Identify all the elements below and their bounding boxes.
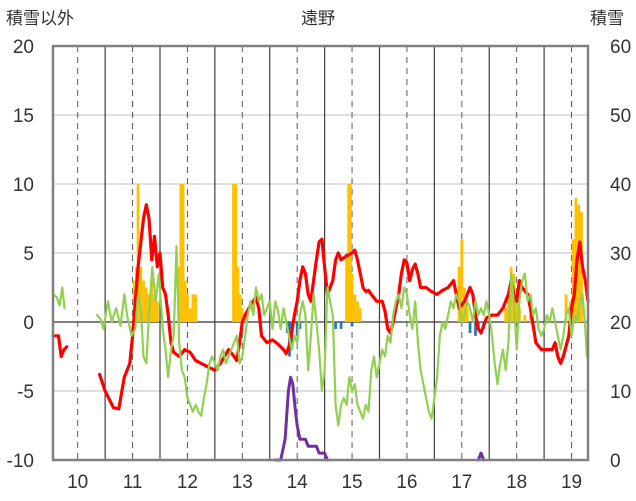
precip-bar [238,294,242,322]
precip-bar [358,308,362,322]
sunshine-bar [339,322,343,329]
x-tick-label: 10 [67,472,88,493]
precip-bar [150,280,154,322]
precip-bar [188,308,192,322]
precip-bar [577,204,581,322]
right-tick-label: 10 [610,382,631,403]
precip-bar [240,308,244,322]
snow_depth-line [476,451,486,462]
precip-bar [142,280,145,322]
right-tick-label: 40 [610,175,631,196]
x-tick-label: 13 [232,472,253,493]
sunshine-bar [350,322,354,327]
left-tick-label: 5 [23,244,34,265]
sunshine-bar [474,322,477,336]
x-tick-label: 18 [506,472,527,493]
precip-bar [507,294,510,322]
precip-bar [155,301,159,322]
precip-bar [564,294,568,322]
x-tick-label: 16 [396,472,417,493]
precip-bar [571,239,575,322]
precip-bar [463,287,466,322]
precip-bar [465,308,469,322]
x-tick-label: 17 [451,472,472,493]
precip-bar [350,273,354,322]
precip-bar [194,294,198,322]
right-axis-label: 積雪 [590,9,624,29]
left-tick-label: 0 [23,313,34,334]
precip-bar [177,266,181,322]
temp_daily-line [51,286,66,310]
precip-bar [181,184,185,322]
precip-bar [353,294,357,322]
right-tick-label: 30 [610,244,631,265]
right-tick-label: 60 [610,37,631,58]
precip-bar [191,294,195,322]
precip-bar [345,253,348,322]
left-tick-label: -5 [17,382,34,403]
left-tick-label: 20 [13,37,34,58]
precip-bar [528,315,532,322]
sunshine-bar [334,322,337,329]
right-tick-label: 50 [610,106,631,127]
chart-title: 遠野 [301,9,335,29]
left-axis-label: 積雪以外 [6,9,74,29]
sunshine-bar [295,322,299,336]
snow_depth-line [273,375,329,462]
x-tick-label: 15 [341,472,362,493]
precip-bar [232,184,235,322]
precip-bar [234,184,238,322]
precip-bar [236,266,240,322]
precip-bar [179,184,183,322]
x-tick-label: 12 [177,472,198,493]
x-tick-label: 19 [561,472,582,493]
precip-bar [515,294,519,322]
precip-bar [460,239,464,322]
temp_max-line [51,334,69,359]
precip-bar [153,294,156,322]
precip-bar [457,266,461,322]
x-tick-label: 11 [123,472,143,493]
left-tick-label: -10 [7,451,34,472]
left-tick-label: 15 [13,106,34,127]
precip-bar [183,280,187,322]
right-tick-label: 20 [610,313,631,334]
precip-bar [186,294,189,322]
x-tick-label: 14 [287,472,309,493]
temp_daily-line [95,245,589,427]
plot-frame [51,44,590,462]
precip-bar [523,315,527,322]
left-tick-label: 10 [13,175,34,196]
right-tick-label: 0 [610,451,621,472]
precip-bar [504,308,508,322]
precip-bar [144,287,148,322]
precip-bar [139,266,143,322]
sunshine-bar [468,322,472,334]
precip-bar [356,301,359,322]
